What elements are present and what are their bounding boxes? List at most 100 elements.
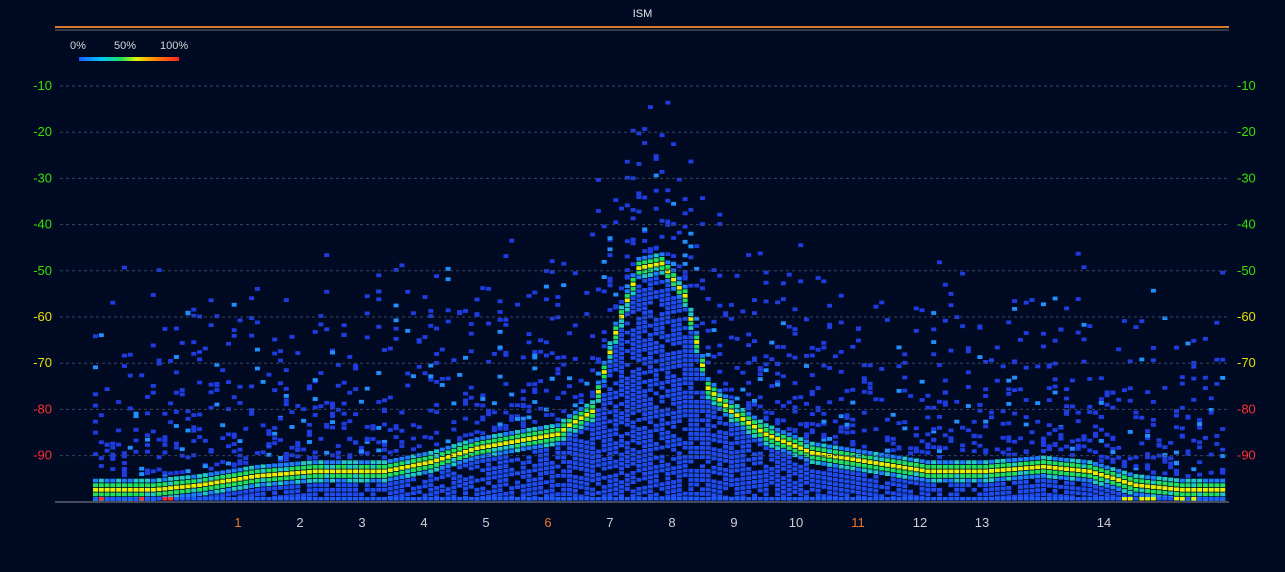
heat-cell bbox=[168, 497, 174, 501]
heat-cell bbox=[434, 403, 440, 407]
heat-cell bbox=[688, 399, 694, 404]
heat-cell bbox=[844, 430, 850, 435]
heat-cell bbox=[145, 395, 150, 399]
heat-cell bbox=[844, 422, 850, 427]
heat-cell bbox=[254, 320, 260, 325]
heat-cell bbox=[642, 249, 648, 253]
heat-cell bbox=[179, 447, 185, 452]
heat-cell bbox=[798, 441, 804, 446]
heat-cell bbox=[208, 490, 214, 495]
heat-cell bbox=[647, 493, 653, 498]
heat-cell bbox=[382, 483, 387, 488]
heat-cell bbox=[619, 310, 624, 314]
heat-cell bbox=[844, 488, 850, 493]
heat-cell bbox=[572, 429, 578, 433]
heat-cell bbox=[682, 339, 688, 344]
heat-cell bbox=[393, 318, 399, 323]
heat-cell bbox=[671, 470, 677, 475]
heat-cell bbox=[289, 425, 295, 429]
heat-cell bbox=[445, 267, 451, 271]
heat-cell bbox=[451, 420, 457, 424]
heat-cell bbox=[942, 497, 948, 501]
heat-cell bbox=[127, 483, 133, 488]
heat-cell bbox=[671, 447, 677, 452]
heat-cell bbox=[844, 470, 850, 475]
heat-cell bbox=[567, 487, 572, 492]
heat-cell bbox=[607, 341, 613, 346]
heat-cell bbox=[1023, 415, 1029, 419]
heat-cell bbox=[1150, 470, 1156, 475]
heat-cell bbox=[168, 486, 174, 490]
heat-cell bbox=[1197, 440, 1203, 445]
heat-cell bbox=[1081, 497, 1087, 501]
heat-cell bbox=[393, 426, 399, 431]
heat-cell bbox=[983, 492, 989, 497]
heat-cell bbox=[1058, 457, 1064, 462]
heat-cell bbox=[335, 487, 341, 492]
heat-cell bbox=[925, 415, 931, 420]
heat-cell bbox=[942, 460, 948, 465]
heat-cell bbox=[121, 461, 127, 465]
heat-cell bbox=[711, 405, 717, 410]
heat-cell bbox=[1202, 386, 1208, 390]
heat-cell bbox=[254, 469, 260, 474]
heat-cell bbox=[1098, 415, 1104, 419]
heat-cell bbox=[867, 492, 873, 497]
heat-cell bbox=[1139, 415, 1145, 420]
heat-cell bbox=[393, 494, 399, 499]
heat-cell bbox=[688, 427, 694, 432]
heat-cell bbox=[1145, 464, 1151, 468]
heat-cell bbox=[139, 492, 145, 497]
heat-cell bbox=[1093, 462, 1098, 466]
heat-cell bbox=[226, 497, 231, 501]
heat-cell bbox=[295, 489, 301, 493]
heat-cell bbox=[393, 458, 399, 462]
heat-cell bbox=[798, 422, 804, 427]
heat-cell bbox=[370, 437, 376, 441]
heat-cell bbox=[717, 453, 723, 457]
heat-cell bbox=[711, 401, 717, 406]
heat-cell bbox=[584, 458, 590, 463]
heat-cell bbox=[752, 402, 757, 407]
heat-cell bbox=[994, 447, 1000, 452]
heat-cell bbox=[671, 277, 677, 282]
heat-cell bbox=[624, 497, 630, 501]
heat-cell bbox=[231, 497, 237, 501]
heat-cell bbox=[249, 384, 255, 389]
heat-cell bbox=[694, 335, 700, 340]
heat-cell bbox=[1012, 467, 1018, 471]
heat-cell bbox=[503, 322, 509, 327]
heat-cell bbox=[717, 485, 723, 490]
heat-cell bbox=[260, 469, 266, 473]
x-tick-label: 6 bbox=[544, 515, 551, 530]
heat-cell bbox=[601, 485, 607, 489]
heat-cell bbox=[1029, 430, 1035, 435]
heat-cell bbox=[358, 399, 364, 404]
heat-cell bbox=[815, 276, 821, 280]
heat-cell bbox=[1214, 497, 1220, 501]
heat-cell bbox=[1006, 435, 1012, 440]
heat-cell bbox=[636, 408, 642, 413]
heat-cell bbox=[515, 443, 520, 448]
heat-cell bbox=[908, 471, 914, 476]
heat-cell bbox=[266, 444, 272, 449]
heat-cell bbox=[410, 468, 416, 473]
heat-cell bbox=[827, 490, 833, 495]
heat-cell bbox=[405, 328, 411, 333]
heat-cell bbox=[642, 311, 648, 315]
heat-cell bbox=[260, 423, 266, 428]
heat-cell bbox=[1127, 398, 1133, 403]
heat-cell bbox=[584, 472, 590, 477]
heat-cell bbox=[578, 466, 584, 471]
heat-cell bbox=[226, 478, 231, 483]
heat-cell bbox=[520, 461, 526, 465]
heat-cell bbox=[1035, 469, 1041, 474]
heat-cell bbox=[584, 454, 590, 459]
heat-cell bbox=[503, 455, 509, 459]
heat-cell bbox=[902, 479, 908, 484]
heat-cell bbox=[283, 497, 289, 501]
heat-cell bbox=[671, 434, 677, 438]
heat-cell bbox=[561, 283, 567, 288]
heat-cell bbox=[619, 300, 624, 304]
heat-cell bbox=[850, 448, 856, 452]
